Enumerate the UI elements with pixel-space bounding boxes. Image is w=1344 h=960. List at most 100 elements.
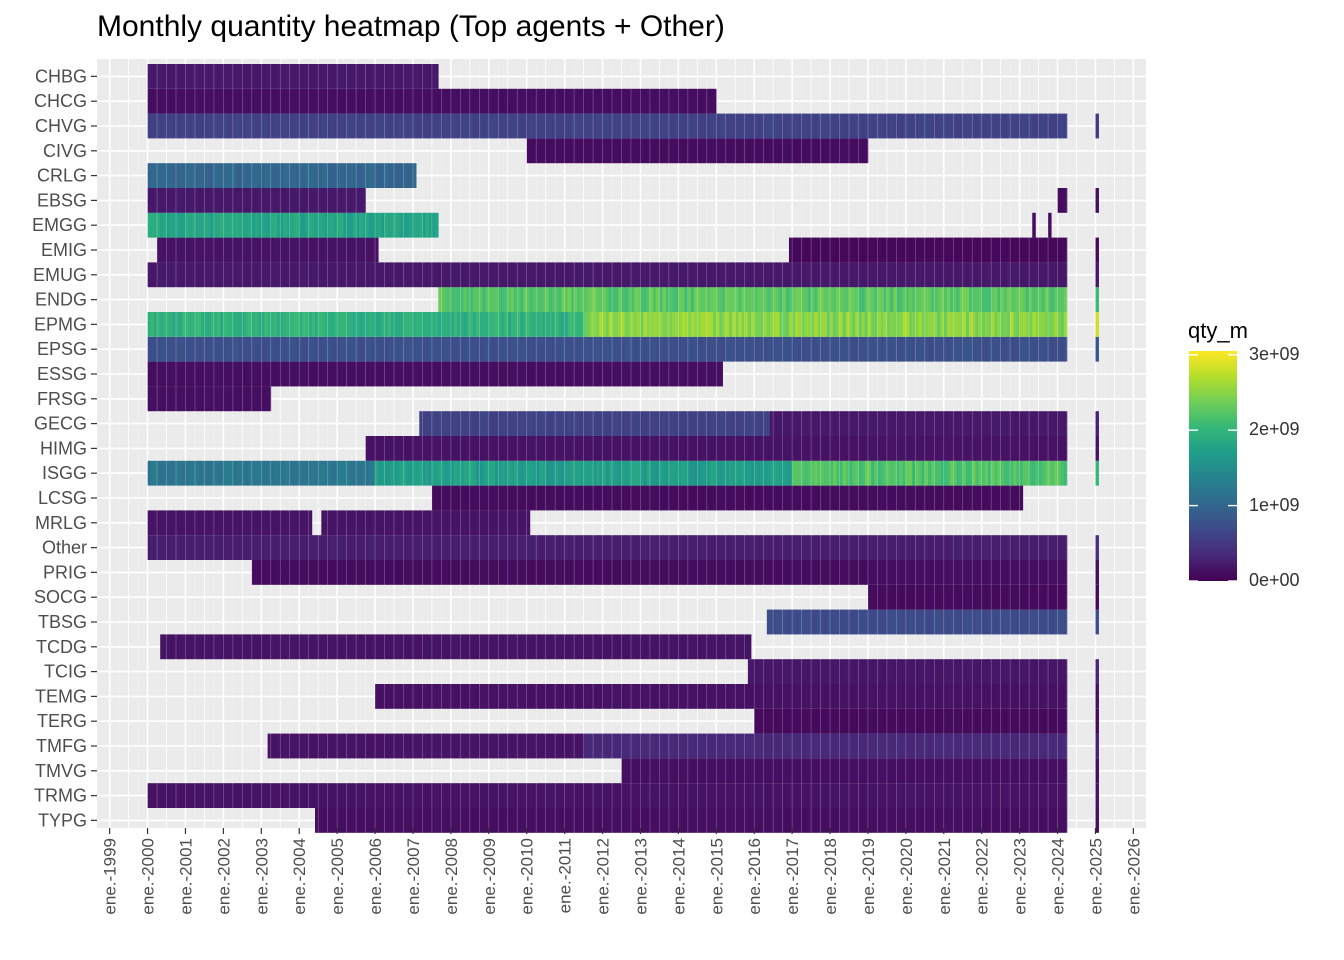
heatmap-tile (229, 634, 234, 660)
heatmap-tile (788, 237, 793, 263)
heatmap-tile (182, 212, 186, 238)
heatmap-tile (261, 262, 265, 288)
heatmap-tile (239, 783, 243, 808)
heatmap-tile (163, 460, 167, 486)
heatmap-tile (798, 659, 802, 684)
heatmap-tile (807, 237, 812, 263)
heatmap-tile (485, 808, 490, 833)
heatmap-tile (795, 684, 799, 709)
heatmap-tile (605, 535, 610, 560)
heatmap-tile (327, 188, 332, 213)
heatmap-tile (441, 361, 445, 387)
heatmap-tile (953, 336, 957, 362)
heatmap-tile (529, 485, 534, 511)
heatmap-tile (735, 535, 739, 560)
heatmap-tile (270, 560, 275, 585)
heatmap-tile (1010, 436, 1014, 461)
heatmap-tile (172, 510, 177, 536)
heatmap-tile (943, 237, 948, 263)
heatmap-tile (1016, 460, 1020, 486)
heatmap-tile (905, 287, 910, 312)
heatmap-tile (479, 460, 483, 486)
heatmap-tile (608, 535, 613, 560)
heatmap-tile (994, 262, 998, 288)
heatmap-tile (258, 560, 262, 585)
heatmap-tile (880, 783, 885, 808)
heatmap-tile (646, 312, 651, 337)
heatmap-tile (258, 634, 262, 660)
heatmap-tile (760, 733, 765, 759)
heatmap-tile (286, 560, 291, 585)
heatmap-tile (886, 535, 891, 560)
heatmap-tile (991, 312, 995, 337)
heatmap-tile (918, 584, 923, 610)
heatmap-tile (1048, 560, 1052, 585)
heatmap-tile (807, 411, 812, 436)
heatmap-tile (267, 212, 272, 238)
heatmap-tile (305, 212, 310, 238)
heatmap-tile (792, 560, 796, 585)
heatmap-tile (845, 535, 850, 560)
heatmap-tile (817, 312, 821, 337)
heatmap-tile (182, 262, 186, 288)
heatmap-tile (330, 361, 335, 387)
heatmap-tile (362, 510, 366, 536)
heatmap-tile (691, 560, 695, 585)
heatmap-tile (1003, 733, 1008, 759)
heatmap-tile (419, 535, 423, 560)
heatmap-tile (412, 560, 417, 585)
heatmap-tile (1063, 262, 1068, 288)
heatmap-tile (469, 783, 474, 808)
heatmap-tile (751, 733, 755, 759)
heatmap-tile (940, 808, 945, 833)
heatmap-tile (956, 808, 960, 833)
heatmap-tile (1000, 560, 1005, 585)
heatmap-tile (909, 684, 913, 709)
heatmap-tile (662, 808, 667, 833)
heatmap-tile (612, 684, 616, 709)
heatmap-tile (302, 237, 306, 263)
heatmap-tile (213, 336, 218, 362)
heatmap-tile (277, 262, 281, 288)
heatmap-tile (172, 634, 177, 660)
heatmap-tile (472, 783, 477, 808)
heatmap-tile (700, 336, 705, 362)
heatmap-tile (510, 411, 515, 436)
heatmap-tile (441, 560, 445, 585)
heatmap-tile (400, 336, 404, 362)
heatmap-tile (472, 733, 477, 759)
heatmap-tile (653, 312, 657, 337)
heatmap-tile (953, 758, 957, 784)
heatmap-tile (848, 659, 853, 684)
heatmap-tile (450, 336, 455, 362)
heatmap-tile (589, 262, 594, 288)
heatmap-tile (514, 312, 518, 337)
heatmap-tile (567, 485, 572, 511)
heatmap-tile (612, 336, 616, 362)
heatmap-tile (270, 212, 275, 238)
heatmap-tile (444, 287, 449, 312)
heatmap-tile (318, 733, 322, 759)
heatmap-tile (694, 287, 698, 312)
heatmap-tile (371, 733, 376, 759)
heatmap-tile (1000, 436, 1005, 461)
heatmap-tile (425, 312, 430, 337)
heatmap-tile (447, 733, 452, 759)
heatmap-tile (169, 212, 174, 238)
heatmap-tile (795, 312, 799, 337)
heatmap-tile (589, 485, 594, 511)
heatmap-tile (270, 361, 275, 387)
heatmap-tile (349, 212, 354, 238)
heatmap-row-other (147, 535, 1099, 560)
heatmap-tile (826, 560, 831, 585)
heatmap-tile (160, 312, 164, 337)
heatmap-tile (804, 460, 809, 486)
heatmap-tile (510, 312, 515, 337)
heatmap-tile (921, 436, 926, 461)
heatmap-tile (1010, 758, 1014, 784)
heatmap-tile (946, 733, 951, 759)
heatmap-tile (406, 460, 411, 486)
heatmap-tile (469, 510, 474, 536)
heatmap-tile (589, 733, 594, 759)
heatmap-tile (441, 312, 445, 337)
